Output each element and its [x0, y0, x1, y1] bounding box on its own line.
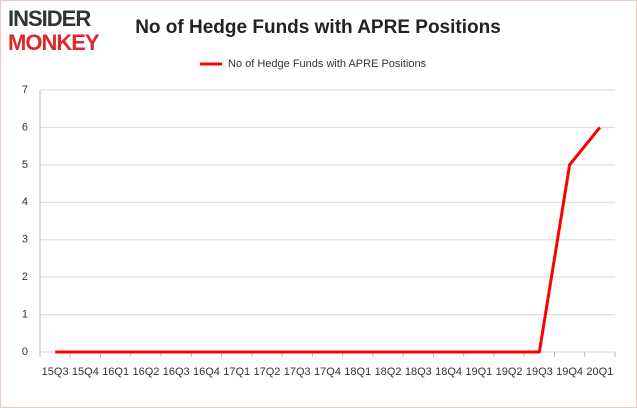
logo-bottom: MONKEY [8, 30, 100, 55]
x-tick-label: 19Q3 [526, 366, 553, 378]
x-tick-label: 16Q3 [163, 366, 190, 378]
y-tick-label: 2 [22, 271, 28, 283]
x-tick-label: 18Q4 [435, 366, 462, 378]
x-tick-label: 15Q3 [42, 366, 69, 378]
y-tick-label: 4 [22, 196, 28, 208]
x-tick-label: 17Q2 [254, 366, 281, 378]
x-tick-label: 20Q1 [586, 366, 613, 378]
x-tick-label: 19Q2 [496, 366, 523, 378]
x-tick-label: 18Q2 [375, 366, 402, 378]
y-tick-label: 0 [22, 346, 28, 358]
legend-label: No of Hedge Funds with APRE Positions [228, 58, 427, 70]
x-tick-label: 17Q3 [284, 366, 311, 378]
x-tick-label: 19Q1 [465, 366, 492, 378]
x-tick-label: 16Q2 [132, 366, 159, 378]
x-tick-label: 16Q1 [102, 366, 129, 378]
x-tick-label: 19Q4 [556, 366, 583, 378]
x-tick-label: 17Q1 [223, 366, 250, 378]
y-tick-label: 3 [22, 234, 28, 246]
x-tick-label: 15Q4 [72, 366, 99, 378]
x-tick-label: 18Q3 [405, 366, 432, 378]
y-tick-label: 7 [22, 84, 28, 96]
y-tick-label: 1 [22, 308, 28, 320]
y-tick-label: 6 [22, 121, 28, 133]
y-tick-label: 5 [22, 159, 28, 171]
series-line [55, 126, 602, 354]
logo-top: INSIDER [8, 6, 91, 31]
x-tick-label: 17Q4 [314, 366, 341, 378]
x-tick-label: 18Q1 [344, 366, 371, 378]
chart-title: No of Hedge Funds with APRE Positions [135, 17, 501, 38]
x-tick-label: 16Q4 [193, 366, 220, 378]
